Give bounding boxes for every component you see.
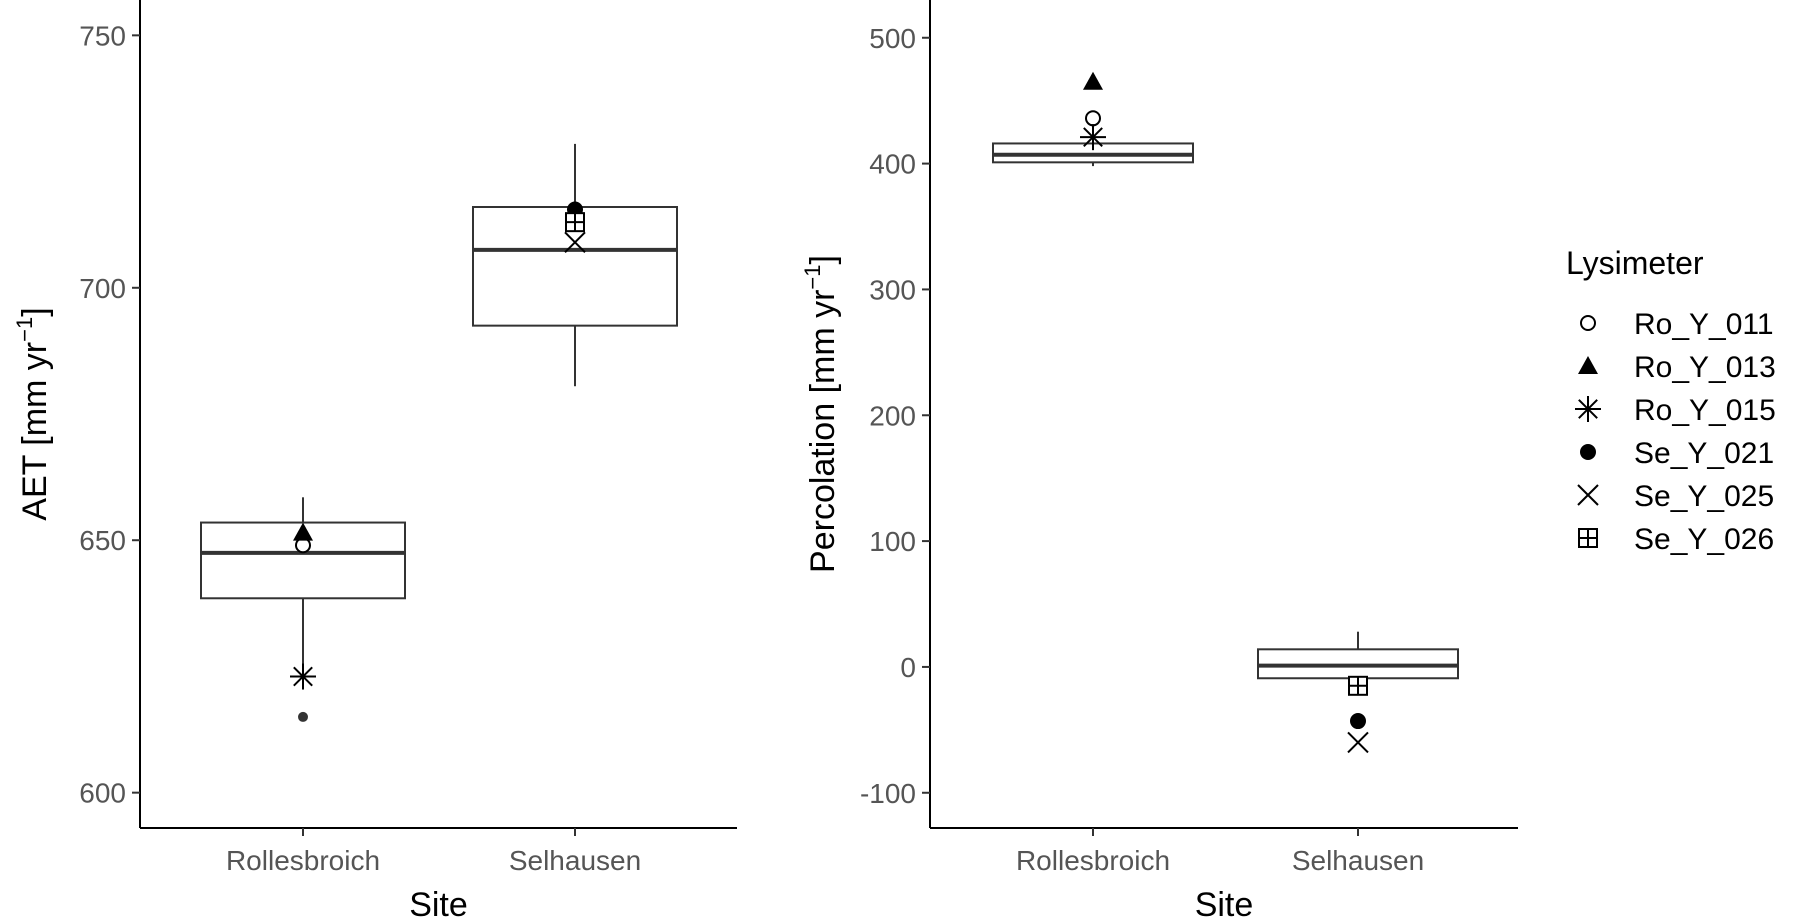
point-ro-y-011 — [1085, 110, 1101, 127]
y-tick-label: 600 — [79, 778, 126, 809]
y-tick-label: 0 — [900, 652, 916, 683]
x-axis-title: Site — [1195, 886, 1254, 920]
legend-key-asterisk — [1575, 396, 1601, 422]
y-tick-label: 300 — [869, 274, 916, 305]
aet-panel: 600 650 700 750 Rollesbroich Selhausen Site AET… — [12, 0, 737, 920]
legend-label: Se_Y_021 — [1634, 437, 1774, 470]
point-se-y-025 — [564, 231, 586, 254]
x-tick-label: Selhausen — [1292, 845, 1424, 876]
x-tick-label: Rollesbroich — [226, 845, 380, 876]
legend: Lysimeter Ro_Y_011 Ro_Y_013 Ro_Y_015 Se_Y_0… — [1566, 245, 1776, 556]
legend-items: Ro_Y_011 Ro_Y_013 Ro_Y_015 Se_Y_021 Se_Y_025… — [1575, 308, 1776, 556]
point-se-y-026 — [565, 212, 585, 233]
point-ro-y-013 — [1083, 71, 1103, 90]
point-ro-y-015 — [290, 663, 316, 690]
point-ro-y-015 — [1080, 124, 1106, 151]
legend-key-open-circle — [1580, 315, 1596, 331]
legend-label: Se_Y_026 — [1634, 523, 1774, 556]
y-axis-title: Percolation [mm yr−1] — [800, 255, 842, 573]
y-tick-label: 500 — [869, 23, 916, 54]
legend-item: Ro_Y_013 — [1578, 351, 1776, 384]
percolation-panel: -100 0 100 200 300 400 500 Rollesbroich Selhause… — [800, 0, 1518, 920]
outlier-point — [298, 711, 308, 722]
legend-label: Se_Y_025 — [1634, 480, 1774, 513]
legend-key-filled-triangle — [1578, 356, 1598, 374]
legend-item: Se_Y_026 — [1578, 523, 1774, 556]
legend-item: Ro_Y_015 — [1575, 394, 1776, 427]
y-tick-label: 750 — [79, 20, 126, 51]
boxplot-selhausen — [472, 143, 678, 387]
point-se-y-026 — [1348, 675, 1368, 696]
legend-key-square-plus — [1578, 528, 1598, 548]
legend-item: Se_Y_025 — [1577, 480, 1774, 513]
y-tick-label: -100 — [860, 778, 916, 809]
y-tick-label: 700 — [79, 273, 126, 304]
y-tick-label: 200 — [869, 400, 916, 431]
x-tick-label: Rollesbroich — [1016, 845, 1170, 876]
legend-item: Ro_Y_011 — [1580, 308, 1774, 341]
y-tick-label: 650 — [79, 525, 126, 556]
legend-title: Lysimeter — [1566, 245, 1704, 281]
legend-key-cross — [1577, 484, 1599, 506]
legend-label: Ro_Y_013 — [1634, 351, 1776, 384]
legend-key-filled-circle — [1580, 444, 1596, 460]
y-tick-label: 400 — [869, 149, 916, 180]
point-se-y-025 — [1347, 731, 1369, 754]
legend-label: Ro_Y_011 — [1634, 308, 1774, 341]
point-ro-y-013 — [293, 522, 313, 541]
point-se-y-021 — [1350, 713, 1366, 730]
y-axis-title: AET [mm yr−1] — [12, 307, 54, 520]
y-tick-label: 100 — [869, 526, 916, 557]
legend-item: Se_Y_021 — [1580, 437, 1774, 470]
legend-label: Ro_Y_015 — [1634, 394, 1776, 427]
x-axis-title: Site — [409, 886, 468, 920]
x-tick-label: Selhausen — [509, 845, 641, 876]
